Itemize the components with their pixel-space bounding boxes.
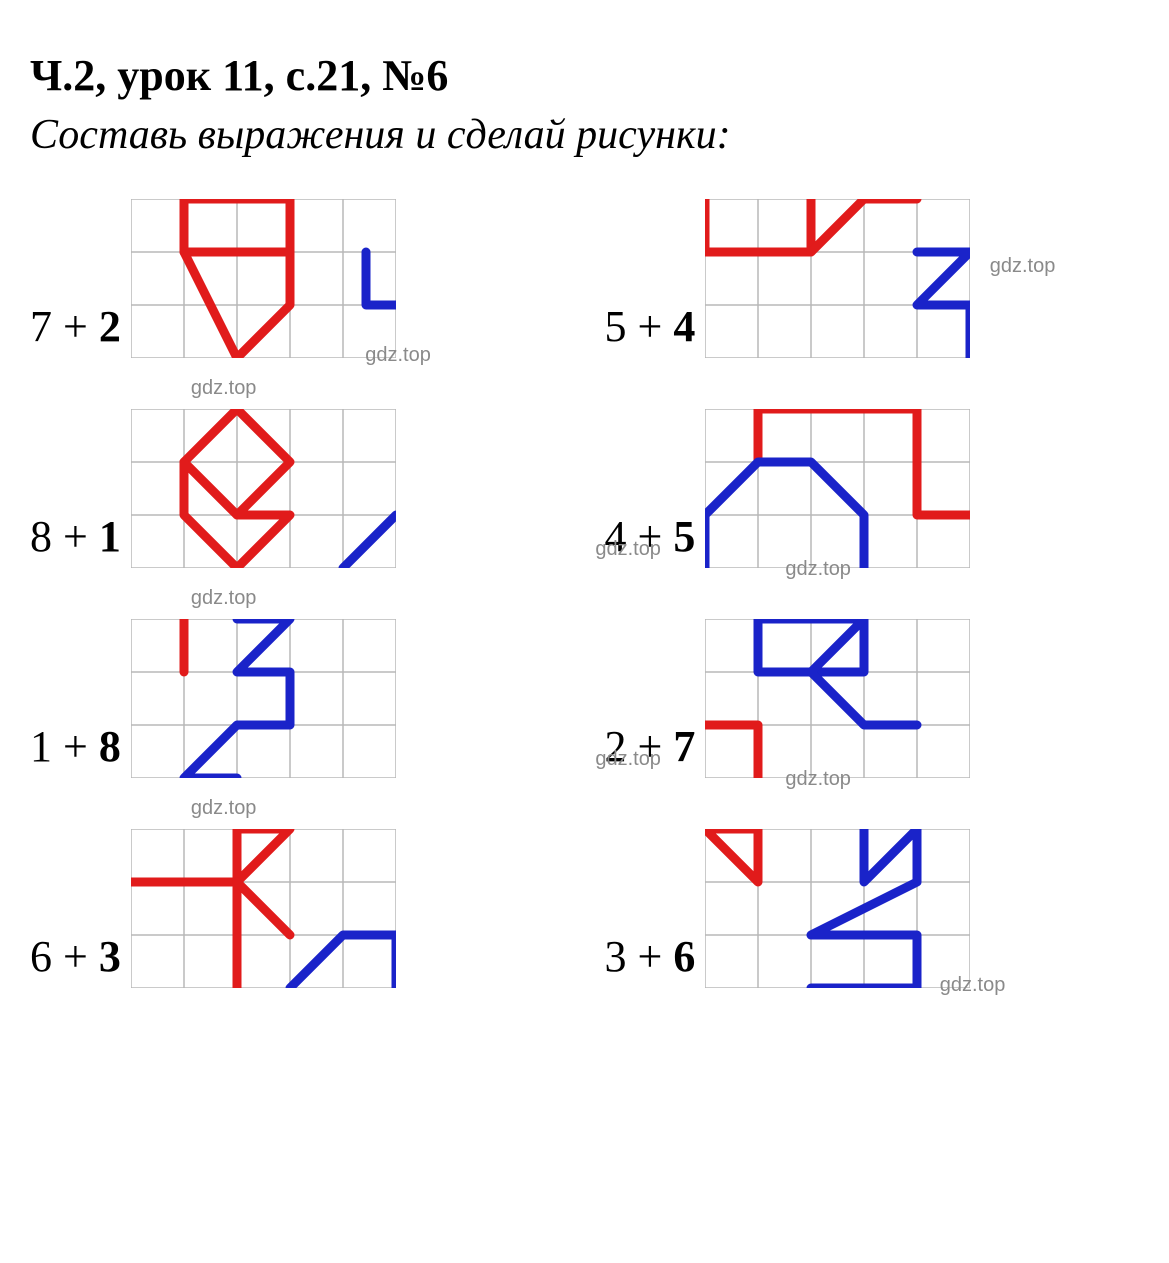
expr-left: 5 +: [605, 302, 674, 351]
expr-bold: 1: [99, 512, 121, 561]
expr-left: 8 +: [30, 512, 99, 561]
exercise-grid: 7 + 2 gdz.top 5 + 4 gdz.top 8 + 1 gdz.to…: [30, 199, 1139, 989]
expression-label: 6 + 3: [30, 935, 121, 979]
grid-drawing: [131, 619, 396, 778]
grid-drawing: [131, 409, 396, 568]
grid-drawing: [131, 829, 396, 988]
expression-label: 4 + 5: [605, 515, 696, 559]
exercise-cell: 3 + 6 gdz.top: [605, 829, 1140, 989]
expr-bold: 3: [99, 932, 121, 981]
exercise-cell: 7 + 2 gdz.top: [30, 199, 565, 359]
expr-bold: 7: [673, 722, 695, 771]
exercise-cell: 6 + 3 gdz.top: [30, 829, 565, 989]
watermark-text: gdz.top: [990, 255, 1056, 278]
expr-left: 4 +: [605, 512, 674, 561]
exercise-cell: 2 + 7 gdz.topgdz.top: [605, 619, 1140, 779]
grid-drawing: [705, 199, 970, 358]
expr-left: 3 +: [605, 932, 674, 981]
instruction-text: Составь выражения и сделай рисунки:: [30, 111, 1139, 159]
blue-strokes: [917, 252, 970, 358]
expr-left: 1 +: [30, 722, 99, 771]
exercise-cell: 8 + 1 gdz.top: [30, 409, 565, 569]
drawing-container: gdz.top: [131, 409, 391, 569]
expr-bold: 8: [99, 722, 121, 771]
expression-label: 7 + 2: [30, 305, 121, 349]
watermark-text: gdz.top: [191, 377, 257, 400]
red-strokes: [131, 829, 290, 988]
expr-bold: 6: [673, 932, 695, 981]
grid-lines: [705, 829, 970, 988]
expr-bold: 2: [99, 302, 121, 351]
grid-drawing: [705, 829, 970, 988]
drawing-container: gdz.topgdz.top: [705, 619, 965, 779]
expr-bold: 5: [673, 512, 695, 561]
watermark-text: gdz.top: [191, 797, 257, 820]
blue-strokes: [343, 515, 396, 568]
expression-label: 2 + 7: [605, 725, 696, 769]
watermark-text: gdz.top: [191, 587, 257, 610]
drawing-container: gdz.top: [131, 199, 391, 359]
exercise-cell: 4 + 5 gdz.topgdz.top: [605, 409, 1140, 569]
exercise-cell: 1 + 8 gdz.top: [30, 619, 565, 779]
drawing-container: gdz.top: [705, 829, 965, 989]
expr-bold: 4: [673, 302, 695, 351]
grid-drawing: [131, 199, 396, 358]
drawing-container: gdz.top: [705, 199, 965, 359]
red-strokes: [705, 829, 758, 882]
expression-label: 3 + 6: [605, 935, 696, 979]
expr-left: 7 +: [30, 302, 99, 351]
expr-left: 6 +: [30, 932, 99, 981]
expression-label: 1 + 8: [30, 725, 121, 769]
red-strokes: [705, 725, 758, 778]
expression-label: 8 + 1: [30, 515, 121, 559]
drawing-container: gdz.top: [131, 619, 391, 779]
expression-label: 5 + 4: [605, 305, 696, 349]
blue-strokes: [366, 252, 396, 305]
drawing-container: gdz.topgdz.top: [705, 409, 965, 569]
drawing-container: gdz.top: [131, 829, 391, 989]
exercise-cell: 5 + 4 gdz.top: [605, 199, 1140, 359]
grid-drawing: [705, 619, 970, 778]
grid-drawing: [705, 409, 970, 568]
page-title: Ч.2, урок 11, с.21, №6: [30, 50, 448, 101]
red-strokes: [705, 199, 917, 252]
expr-left: 2 +: [605, 722, 674, 771]
